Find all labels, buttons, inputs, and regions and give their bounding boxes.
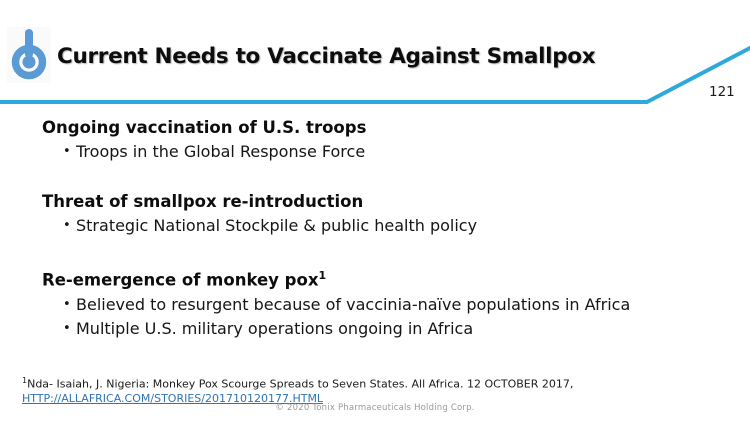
company-logo [7, 27, 51, 83]
bullet-marker: • [63, 296, 71, 312]
page-number: 121 [709, 84, 735, 100]
slide-body: Ongoing vaccination of U.S. troops • Tro… [42, 116, 712, 367]
bullet-text: Multiple U.S. military operations ongoin… [76, 318, 474, 338]
heading-text: Re-emergence of monkey pox [42, 270, 319, 290]
bullet-marker: • [63, 144, 71, 159]
power-button-icon [11, 29, 47, 80]
bullet-item: • Strategic National Stockpile & public … [63, 214, 712, 238]
content-section-monkeypox: Re-emergence of monkey pox1 • Believed t… [42, 264, 712, 341]
footnote-citation: Nda- Isaiah, J. Nigeria: Monkey Pox Scou… [27, 377, 574, 391]
bullet-marker: • [63, 320, 71, 336]
heading-footnote-ref: 1 [318, 269, 327, 282]
bullet-list: • Troops in the Global Response Force [42, 140, 712, 164]
bullet-item: • Multiple U.S. military operations ongo… [63, 317, 712, 341]
bullet-marker: • [63, 218, 71, 233]
section-heading: Threat of smallpox re-introduction [42, 192, 364, 211]
bullet-list: • Believed to resurgent because of vacci… [42, 293, 712, 341]
slide-title: Current Needs to Vaccinate Against Small… [57, 44, 596, 69]
logo-stem [25, 29, 33, 58]
section-heading: Re-emergence of monkey pox1 [42, 264, 712, 293]
bullet-item: • Believed to resurgent because of vacci… [63, 293, 712, 317]
copyright-notice: © 2020 Tonix Pharmaceuticals Holding Cor… [275, 403, 475, 413]
section-heading: Ongoing vaccination of U.S. troops [42, 118, 367, 137]
content-section-troops: Ongoing vaccination of U.S. troops • Tro… [42, 116, 712, 164]
bullet-text: Believed to resurgent because of vaccini… [76, 294, 631, 314]
bullet-text: Strategic National Stockpile & public he… [76, 216, 478, 235]
bullet-list: • Strategic National Stockpile & public … [42, 214, 712, 238]
footnote-ref-number: 1 [22, 376, 28, 385]
footnote: 1Nda- Isaiah, J. Nigeria: Monkey Pox Sco… [22, 374, 573, 407]
footnote-link[interactable]: HTTP://ALLAFRICA.COM/STORIES/20171012017… [22, 392, 324, 406]
content-section-reintroduction: Threat of smallpox re-introduction • Str… [42, 190, 712, 238]
bullet-item: • Troops in the Global Response Force [63, 140, 712, 164]
bullet-text: Troops in the Global Response Force [76, 142, 366, 161]
